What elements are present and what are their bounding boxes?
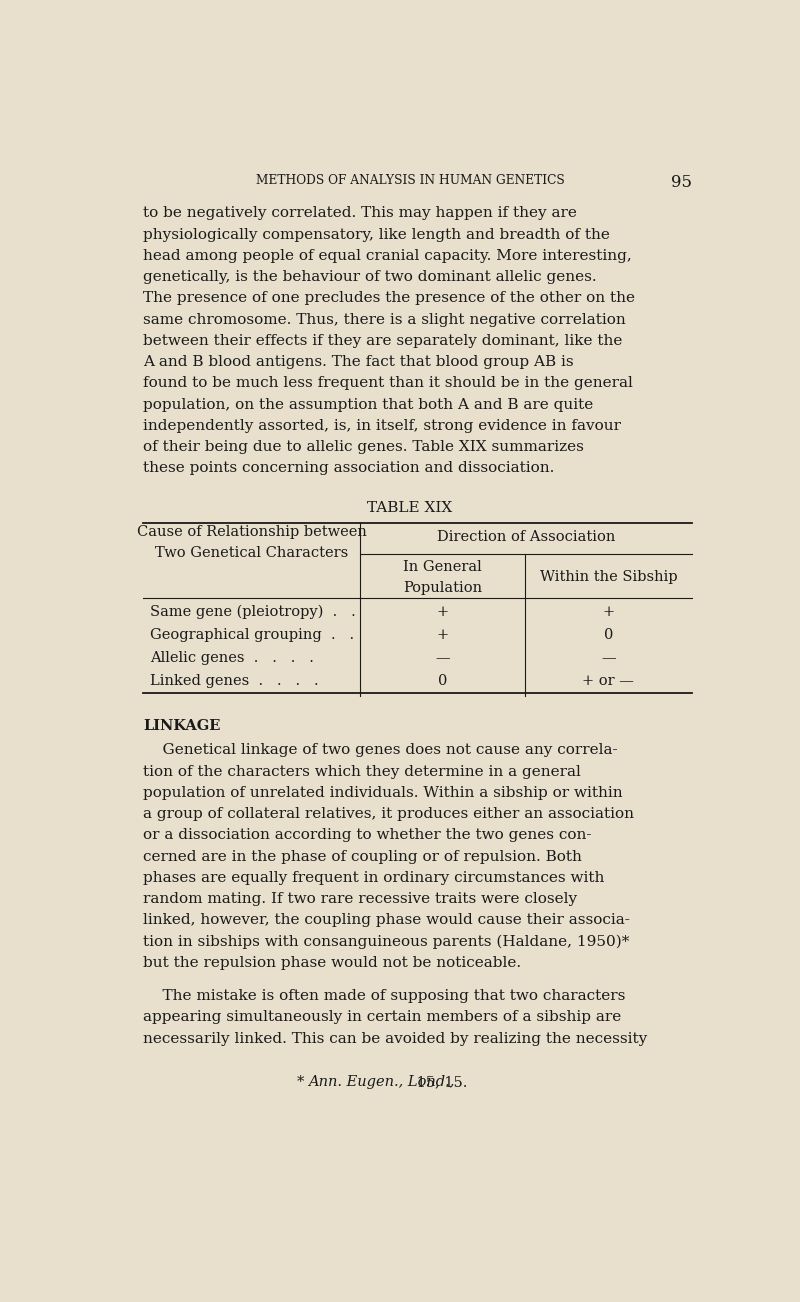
Text: METHODS OF ANALYSIS IN HUMAN GENETICS: METHODS OF ANALYSIS IN HUMAN GENETICS bbox=[256, 174, 564, 187]
Text: Genetical linkage of two genes does not cause any correla-: Genetical linkage of two genes does not … bbox=[143, 743, 618, 758]
Text: head among people of equal cranial capacity. More interesting,: head among people of equal cranial capac… bbox=[143, 249, 632, 263]
Text: + or —: + or — bbox=[582, 674, 634, 689]
Text: +: + bbox=[437, 628, 449, 642]
Text: TABLE XIX: TABLE XIX bbox=[367, 501, 453, 514]
Text: Allelic genes  .   .   .   .: Allelic genes . . . . bbox=[150, 651, 314, 665]
Text: to be negatively correlated. This may happen if they are: to be negatively correlated. This may ha… bbox=[143, 207, 578, 220]
Text: physiologically compensatory, like length and breadth of the: physiologically compensatory, like lengt… bbox=[143, 228, 610, 242]
Text: A and B blood antigens. The fact that blood group AB is: A and B blood antigens. The fact that bl… bbox=[143, 355, 574, 370]
Text: Same gene (pleiotropy)  .   .: Same gene (pleiotropy) . . bbox=[150, 605, 355, 620]
Text: or a dissociation according to whether the two genes con-: or a dissociation according to whether t… bbox=[143, 828, 592, 842]
Text: population of unrelated individuals. Within a sibship or within: population of unrelated individuals. Wit… bbox=[143, 786, 623, 799]
Text: 95: 95 bbox=[671, 174, 692, 191]
Text: between their effects if they are separately dominant, like the: between their effects if they are separa… bbox=[143, 333, 622, 348]
Text: of their being due to allelic genes. Table XIX summarizes: of their being due to allelic genes. Tab… bbox=[143, 440, 584, 454]
Text: The presence of one precludes the presence of the other on the: The presence of one precludes the presen… bbox=[143, 292, 635, 306]
Text: these points concerning association and dissociation.: these points concerning association and … bbox=[143, 461, 554, 475]
Text: linked, however, the coupling phase would cause their associa-: linked, however, the coupling phase woul… bbox=[143, 914, 630, 927]
Text: 0: 0 bbox=[604, 628, 613, 642]
Text: phases are equally frequent in ordinary circumstances with: phases are equally frequent in ordinary … bbox=[143, 871, 605, 885]
Text: 0: 0 bbox=[438, 674, 447, 689]
Text: —: — bbox=[435, 651, 450, 665]
Text: but the repulsion phase would not be noticeable.: but the repulsion phase would not be not… bbox=[143, 956, 522, 970]
Text: tion of the characters which they determine in a general: tion of the characters which they determ… bbox=[143, 764, 582, 779]
Text: In General: In General bbox=[403, 560, 482, 574]
Text: population, on the assumption that both A and B are quite: population, on the assumption that both … bbox=[143, 397, 594, 411]
Text: 15, 15.: 15, 15. bbox=[412, 1075, 467, 1088]
Text: cerned are in the phase of coupling or of repulsion. Both: cerned are in the phase of coupling or o… bbox=[143, 850, 582, 863]
Text: a group of collateral relatives, it produces either an association: a group of collateral relatives, it prod… bbox=[143, 807, 634, 822]
Text: Linked genes  .   .   .   .: Linked genes . . . . bbox=[150, 674, 318, 689]
Text: Ann. Eugen., Lond.,: Ann. Eugen., Lond., bbox=[308, 1075, 454, 1088]
Text: found to be much less frequent than it should be in the general: found to be much less frequent than it s… bbox=[143, 376, 634, 391]
Text: —: — bbox=[601, 651, 616, 665]
Text: necessarily linked. This can be avoided by realizing the necessity: necessarily linked. This can be avoided … bbox=[143, 1031, 648, 1046]
Text: Population: Population bbox=[403, 581, 482, 595]
Text: same chromosome. Thus, there is a slight negative correlation: same chromosome. Thus, there is a slight… bbox=[143, 312, 626, 327]
Text: independently assorted, is, in itself, strong evidence in favour: independently assorted, is, in itself, s… bbox=[143, 419, 622, 432]
Text: appearing simultaneously in certain members of a sibship are: appearing simultaneously in certain memb… bbox=[143, 1010, 622, 1025]
Text: random mating. If two rare recessive traits were closely: random mating. If two rare recessive tra… bbox=[143, 892, 578, 906]
Text: +: + bbox=[602, 605, 614, 618]
Text: tion in sibships with consanguineous parents (Haldane, 1950)*: tion in sibships with consanguineous par… bbox=[143, 935, 630, 949]
Text: Geographical grouping  .   .: Geographical grouping . . bbox=[150, 628, 354, 642]
Text: Within the Sibship: Within the Sibship bbox=[539, 570, 678, 583]
Text: LINKAGE: LINKAGE bbox=[143, 719, 221, 733]
Text: Cause of Relationship between: Cause of Relationship between bbox=[137, 525, 367, 539]
Text: Direction of Association: Direction of Association bbox=[437, 530, 615, 544]
Text: The mistake is often made of supposing that two characters: The mistake is often made of supposing t… bbox=[143, 990, 626, 1003]
Text: *: * bbox=[297, 1075, 309, 1088]
Text: Two Genetical Characters: Two Genetical Characters bbox=[155, 546, 349, 560]
Text: genetically, is the behaviour of two dominant allelic genes.: genetically, is the behaviour of two dom… bbox=[143, 270, 597, 284]
Text: +: + bbox=[437, 605, 449, 618]
